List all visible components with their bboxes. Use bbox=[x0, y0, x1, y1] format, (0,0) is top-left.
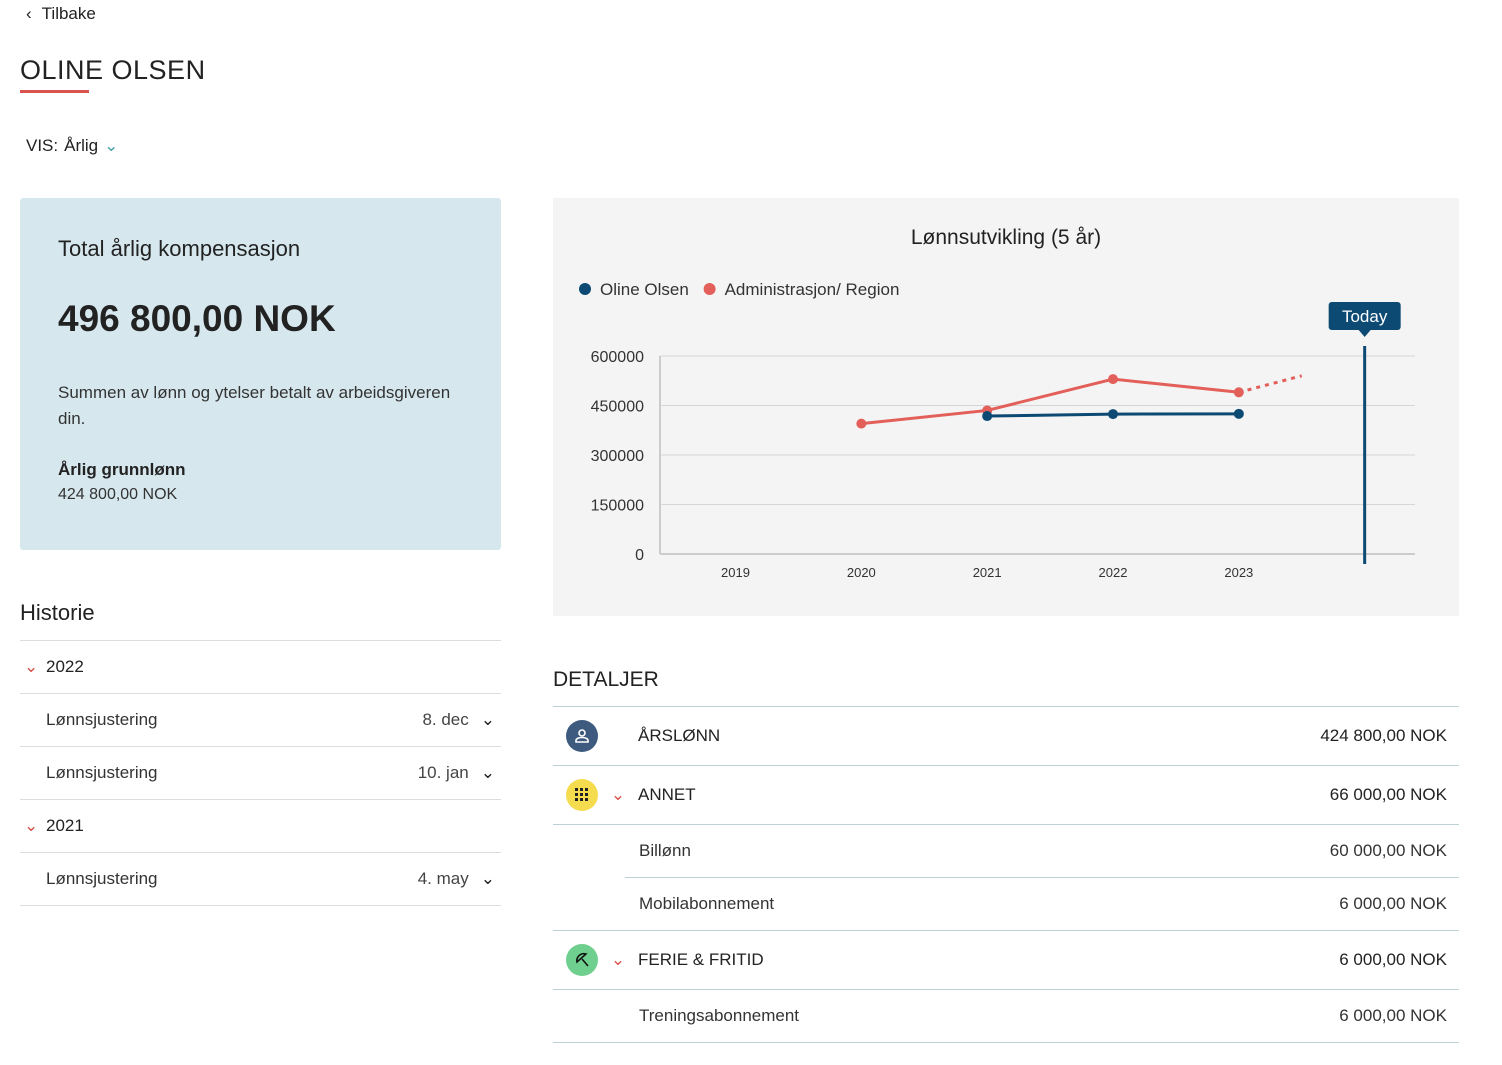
page-title: OLINE OLSEN bbox=[20, 55, 206, 85]
grid-icon bbox=[566, 779, 598, 811]
title-underline bbox=[20, 90, 89, 93]
y-tick-label: 0 bbox=[635, 547, 644, 564]
x-tick-label: 2022 bbox=[1099, 565, 1128, 580]
view-dropdown[interactable]: VIS: Årlig ⌄ bbox=[26, 136, 119, 155]
chevron-down-icon: ⌄ bbox=[480, 763, 495, 782]
detail-item: Billønn 60 000,00 NOK bbox=[625, 825, 1459, 878]
umbrella-icon bbox=[566, 944, 598, 976]
chevron-down-icon: ⌄ bbox=[480, 869, 495, 888]
y-tick-label: 600000 bbox=[591, 349, 644, 366]
projection-line bbox=[1238, 374, 1303, 394]
x-tick-label: 2020 bbox=[847, 565, 876, 580]
today-label: Today bbox=[1342, 307, 1388, 326]
detail-group[interactable]: ⌄ FERIE & FRITID 6 000,00 NOK bbox=[553, 931, 1459, 990]
data-point bbox=[1108, 374, 1118, 385]
x-tick-label: 2021 bbox=[973, 565, 1002, 580]
salary-chart: Lønnsutvikling (5 år) Oline Olsen Administ… bbox=[553, 198, 1459, 616]
data-point bbox=[1233, 387, 1244, 398]
summary-card: Total årlig kompensasjon 496 800,00 NOK … bbox=[20, 198, 501, 550]
today-badge bbox=[1328, 302, 1401, 330]
data-point bbox=[856, 418, 867, 429]
legend-dot bbox=[579, 283, 591, 295]
x-tick-label: 2023 bbox=[1224, 565, 1253, 580]
history-title: Historie bbox=[20, 600, 501, 641]
details-title: DETALJER bbox=[553, 668, 1459, 707]
history-item[interactable]: Lønnsjustering 8. dec ⌄ bbox=[20, 694, 501, 747]
today-badge-pointer bbox=[1358, 330, 1371, 337]
detail-group[interactable]: ⌄ ANNET 66 000,00 NOK bbox=[553, 766, 1459, 825]
chevron-left-icon: ‹ bbox=[26, 4, 32, 23]
y-tick-label: 150000 bbox=[591, 498, 644, 515]
data-point bbox=[1233, 408, 1244, 419]
legend-label: Administrasjon/ Region bbox=[725, 280, 900, 299]
detail-group: ÅRSLØNN 424 800,00 NOK bbox=[553, 707, 1459, 766]
chevron-down-icon: ⌄ bbox=[610, 950, 626, 969]
data-point bbox=[1108, 409, 1118, 420]
legend-dot bbox=[703, 283, 716, 295]
history-section: Historie ⌄ 2022 Lønnsjustering 8. dec ⌄ Lønns… bbox=[20, 600, 501, 906]
back-link[interactable]: ‹ Tilbake bbox=[26, 4, 96, 23]
chevron-down-icon: ⌄ bbox=[480, 710, 495, 729]
chart-title: Lønnsutvikling (5 år) bbox=[911, 226, 1101, 249]
chevron-down-icon: ⌄ bbox=[104, 136, 119, 155]
detail-item: Mobilabonnement 6 000,00 NOK bbox=[553, 878, 1459, 931]
chevron-down-icon: ⌄ bbox=[24, 816, 39, 835]
series-line bbox=[861, 377, 1239, 426]
person-icon bbox=[566, 720, 598, 752]
detail-item: Treningsabonnement 6 000,00 NOK bbox=[553, 990, 1459, 1043]
legend-label: Oline Olsen bbox=[600, 280, 689, 299]
details-section: DETALJER ÅRSLØNN 424 800,00 NOK ⌄ ANNET 66 0… bbox=[553, 668, 1459, 1043]
x-tick-label: 2019 bbox=[721, 565, 750, 580]
history-item[interactable]: Lønnsjustering 10. jan ⌄ bbox=[20, 747, 501, 800]
data-point bbox=[982, 411, 993, 422]
history-item[interactable]: Lønnsjustering 4. may ⌄ bbox=[20, 853, 501, 906]
y-tick-label: 450000 bbox=[591, 399, 644, 416]
chevron-down-icon: ⌄ bbox=[610, 785, 626, 804]
total-amount: 496 800,00 NOK bbox=[58, 298, 336, 339]
chevron-down-icon: ⌄ bbox=[24, 657, 39, 676]
history-year[interactable]: ⌄ 2022 bbox=[20, 641, 501, 694]
history-year[interactable]: ⌄ 2021 bbox=[20, 800, 501, 853]
y-tick-label: 300000 bbox=[591, 448, 644, 465]
